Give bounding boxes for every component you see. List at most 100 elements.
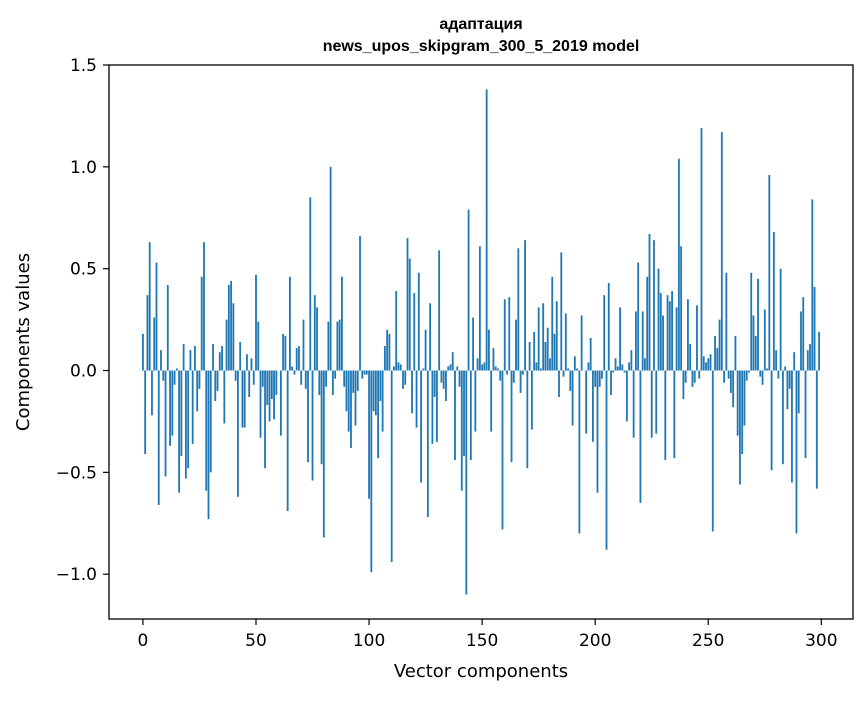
bar: [508, 297, 510, 370]
bar: [307, 371, 309, 463]
bar: [798, 371, 800, 414]
bar: [199, 371, 201, 389]
bar: [212, 344, 214, 370]
bar: [350, 371, 352, 448]
bar: [468, 210, 470, 371]
bar: [316, 307, 318, 370]
bar: [809, 344, 811, 370]
bar: [269, 371, 271, 422]
bar: [142, 334, 144, 371]
bar: [280, 371, 282, 436]
bar: [264, 371, 266, 469]
bar: [246, 354, 248, 370]
bar: [520, 371, 522, 393]
bar: [692, 371, 694, 387]
bar: [707, 358, 709, 370]
bar: [653, 240, 655, 370]
bar: [210, 371, 212, 473]
bar: [275, 371, 277, 395]
bar: [545, 342, 547, 371]
bar: [619, 307, 621, 370]
bar: [253, 371, 255, 385]
bar: [411, 371, 413, 414]
bar: [628, 362, 630, 370]
bar: [640, 371, 642, 503]
bar: [728, 371, 730, 379]
bar: [230, 281, 232, 371]
bar: [456, 366, 458, 370]
bar: [682, 371, 684, 400]
bar: [617, 366, 619, 370]
bar: [393, 366, 395, 370]
bar: [158, 371, 160, 505]
bar: [499, 371, 501, 381]
bar: [251, 358, 253, 370]
bar: [147, 295, 149, 370]
bar: [800, 311, 802, 370]
bar: [764, 309, 766, 370]
y-tick-label: 0.5: [70, 260, 97, 280]
bar: [814, 287, 816, 371]
bar: [502, 371, 504, 530]
bar: [581, 316, 583, 371]
bar: [685, 371, 687, 383]
bar: [144, 371, 146, 455]
bar: [255, 275, 257, 371]
bar: [529, 342, 531, 371]
bar: [375, 371, 377, 416]
bar: [816, 371, 818, 489]
x-tick-label: 150: [466, 631, 498, 651]
bar: [811, 199, 813, 370]
bar: [314, 295, 316, 370]
bar: [624, 371, 626, 373]
bar: [558, 371, 560, 397]
bar: [515, 320, 517, 371]
x-tick-label: 50: [245, 631, 267, 651]
bar: [427, 371, 429, 518]
bar: [352, 371, 354, 393]
bar: [194, 346, 196, 370]
bar: [689, 344, 691, 370]
bar: [312, 371, 314, 481]
bar: [626, 371, 628, 422]
chart-title: адаптация: [439, 16, 522, 33]
bar: [418, 273, 420, 371]
bar: [698, 371, 700, 379]
bar: [153, 318, 155, 371]
bar: [784, 366, 786, 370]
bar: [536, 362, 538, 370]
bar: [556, 301, 558, 370]
bar: [183, 344, 185, 370]
bar: [725, 273, 727, 371]
bar: [407, 238, 409, 370]
bar: [323, 371, 325, 538]
bar: [768, 175, 770, 371]
bar: [610, 371, 612, 395]
bar: [730, 371, 732, 393]
bar: [802, 297, 804, 370]
bar: [361, 371, 363, 379]
bar: [248, 371, 250, 397]
bar: [493, 348, 495, 370]
bar: [359, 236, 361, 370]
bar: [260, 371, 262, 438]
y-tick-label: −0.5: [56, 463, 97, 483]
bar: [422, 368, 424, 370]
bar: [506, 371, 508, 375]
bar: [443, 371, 445, 389]
bar: [404, 371, 406, 385]
bar: [694, 371, 696, 383]
bar: [531, 371, 533, 430]
x-axis-label: Vector components: [394, 661, 568, 682]
chart-subtitle: news_upos_skipgram_300_5_2019 model: [323, 38, 640, 55]
bar: [205, 371, 207, 491]
bar: [436, 371, 438, 442]
bar: [744, 371, 746, 426]
bar: [296, 348, 298, 370]
bar: [578, 371, 580, 534]
bar: [592, 371, 594, 442]
bar: [771, 371, 773, 471]
bar: [332, 371, 334, 395]
bar: [391, 371, 393, 562]
